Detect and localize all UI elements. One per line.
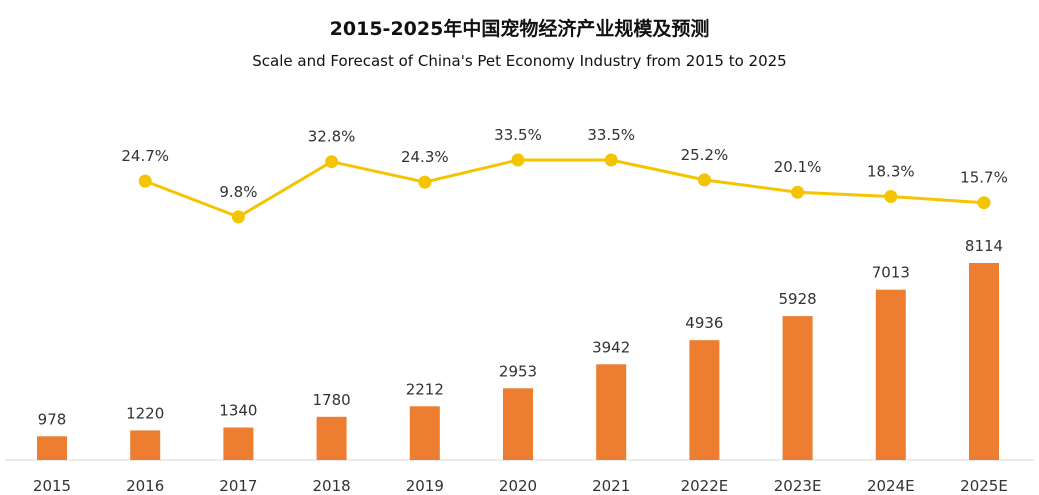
bar-2022E: [689, 340, 720, 460]
bar-2016: [130, 430, 161, 460]
x-tick-label-2024E: 2024E: [867, 477, 915, 495]
growth-point-2023E: [791, 185, 805, 199]
bar-2024E: [875, 289, 906, 460]
bar-value-label-2021: 3942: [592, 338, 630, 356]
bar-value-label-2024E: 7013: [872, 264, 910, 282]
x-tick-label-2017: 2017: [219, 477, 257, 495]
bar-value-label-2018: 1780: [313, 391, 351, 409]
growth-value-label-2024E: 18.3%: [867, 163, 915, 181]
x-tick-label-2019: 2019: [406, 477, 444, 495]
bar-2020: [503, 388, 533, 460]
growth-value-label-2025E: 15.7%: [960, 169, 1008, 187]
bar-2025E: [969, 263, 999, 460]
growth-point-2016: [138, 174, 152, 188]
x-tick-label-2022E: 2022E: [681, 477, 729, 495]
growth-point-2018: [325, 155, 339, 169]
growth-value-label-2016: 24.7%: [121, 147, 169, 165]
growth-rate-line: [144, 158, 985, 219]
growth-point-2021: [604, 153, 618, 167]
bar-value-label-2025E: 8114: [965, 237, 1003, 255]
growth-point-2022E: [697, 173, 711, 187]
bar-value-label-2022E: 4936: [685, 314, 723, 332]
bar-value-label-2019: 2212: [406, 380, 444, 398]
chart-subtitle: Scale and Forecast of China's Pet Econom…: [252, 52, 787, 70]
growth-value-label-2023E: 20.1%: [774, 158, 822, 176]
x-tick-label-2025E: 2025E: [960, 477, 1008, 495]
bar-value-label-2020: 2953: [499, 362, 537, 380]
growth-value-label-2020: 33.5%: [494, 126, 542, 144]
x-tick-label-2023E: 2023E: [774, 477, 822, 495]
x-tick-label-2020: 2020: [499, 477, 537, 495]
bar-value-label-2015: 978: [38, 410, 67, 428]
x-tick-label-2021: 2021: [592, 477, 630, 495]
growth-value-label-2022E: 25.2%: [681, 146, 729, 164]
growth-point-2024E: [884, 190, 898, 203]
growth-point-2025E: [977, 196, 991, 210]
bar-value-label-2016: 1220: [126, 404, 164, 422]
x-tick-label-2018: 2018: [313, 477, 351, 495]
x-tick-label-2016: 2016: [126, 477, 164, 495]
growth-value-label-2019: 24.3%: [401, 148, 449, 166]
bar-2019: [409, 406, 440, 460]
bar-2021: [596, 364, 627, 460]
growth-point-2019: [418, 175, 432, 189]
bar-value-label-2017: 1340: [219, 402, 257, 420]
bar-2023E: [782, 316, 813, 460]
growth-value-label-2018: 32.8%: [308, 128, 356, 146]
bar-value-label-2023E: 5928: [779, 290, 817, 308]
chart-title: 2015-2025年中国宠物经济产业规模及预测: [329, 18, 710, 40]
growth-value-label-2017: 9.8%: [219, 183, 257, 201]
bar-2015: [37, 436, 67, 460]
growth-point-2017: [231, 210, 245, 224]
bar-2018: [316, 416, 347, 460]
x-tick-label-2015: 2015: [33, 477, 71, 495]
growth-point-2020: [511, 153, 525, 167]
bar-2017: [223, 427, 254, 460]
growth-value-label-2021: 33.5%: [587, 126, 635, 144]
